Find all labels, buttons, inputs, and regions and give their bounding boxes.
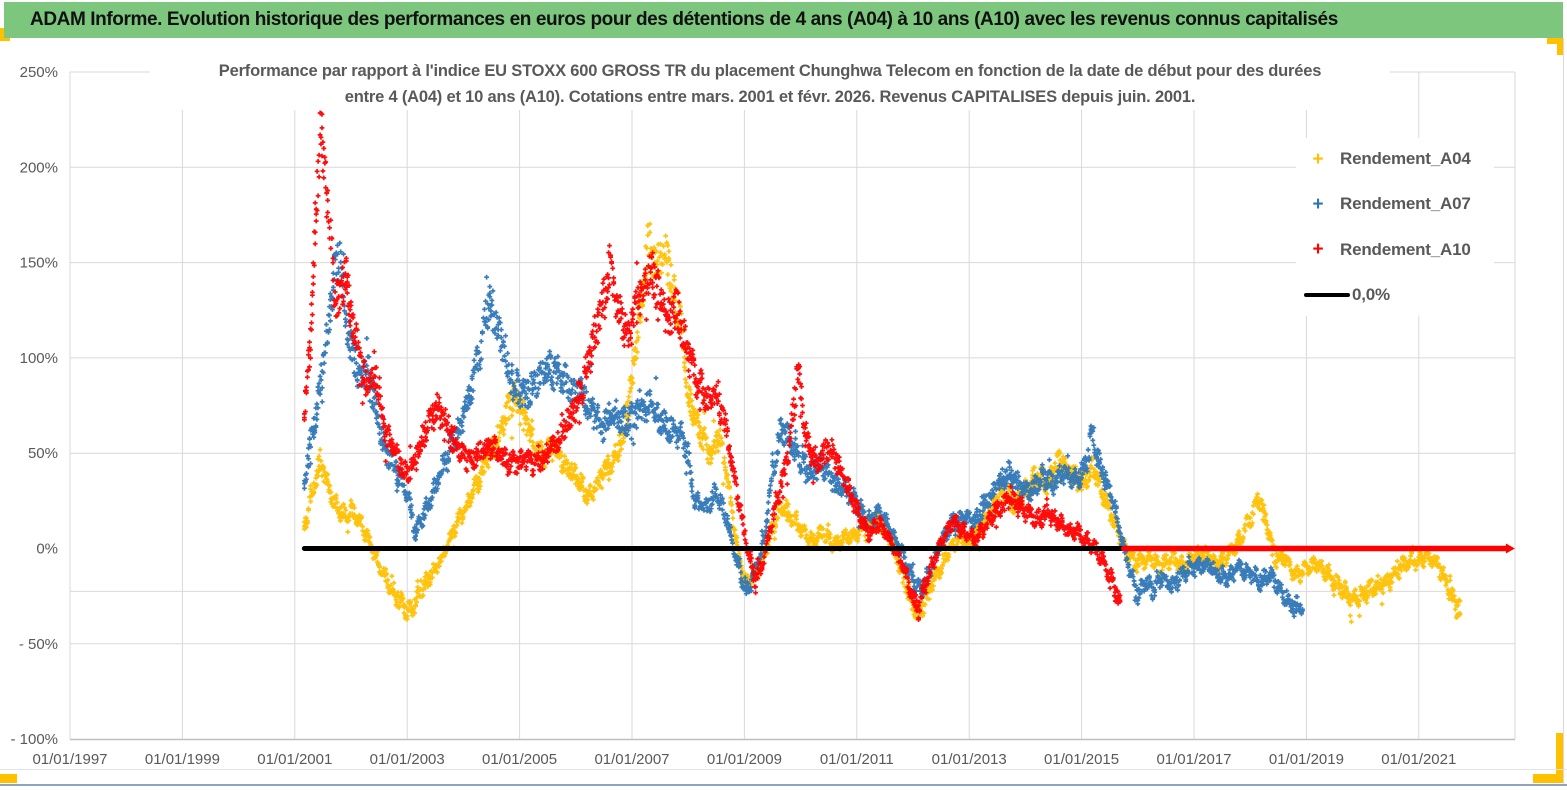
- y-tick-label: - 50%: [19, 636, 58, 653]
- series-rendement_a04[interactable]: [302, 221, 1463, 625]
- legend: + Rendement_A04 + Rendement_A07 + Rendem…: [1296, 138, 1494, 316]
- corner-accent-bottom-right-v: [1556, 733, 1564, 783]
- x-axis-labels: 01/01/1997 01/01/1999 01/01/2001 01/01/2003…: [32, 751, 1456, 768]
- plus-marker-icon: +: [1312, 193, 1324, 215]
- x-tick-label: 01/01/2005: [482, 751, 557, 768]
- line-marker-icon: [1304, 292, 1350, 297]
- legend-label: Rendement_A07: [1340, 194, 1471, 214]
- x-tick-label: 01/01/2019: [1269, 751, 1344, 768]
- series-rendement_a07[interactable]: [302, 240, 1305, 619]
- chart-title-line1: Performance par rapport à l'indice EU ST…: [218, 62, 1322, 80]
- x-tick-label: 01/01/1999: [145, 751, 220, 768]
- y-tick-label: 100%: [20, 350, 58, 367]
- bottom-separator-line: [0, 769, 1567, 770]
- y-tick-label: 50%: [28, 445, 58, 462]
- corner-accent-bottom-left: [0, 774, 17, 783]
- corner-accent-top-right: [1547, 38, 1564, 44]
- x-tick-label: 01/01/2003: [370, 751, 445, 768]
- x-tick-label: 01/01/2009: [707, 751, 782, 768]
- plus-marker-icon: +: [1312, 148, 1324, 170]
- y-tick-label: - 100%: [10, 731, 58, 748]
- series-rendement_a10[interactable]: [302, 99, 1123, 622]
- zero-line-red-extension: [1121, 543, 1515, 554]
- legend-item-rendement-a07[interactable]: + Rendement_A07: [1296, 187, 1494, 221]
- x-tick-label: 01/01/2015: [1044, 751, 1119, 768]
- x-tick-label: 01/01/2011: [820, 751, 894, 768]
- y-axis-labels: 250% 200% 150% 100% 50% 0% - 50% - 100%: [10, 64, 58, 748]
- x-tick-label: 01/01/2013: [932, 751, 1007, 768]
- legend-label: 0,0%: [1352, 284, 1390, 304]
- y-tick-label: 150%: [20, 255, 58, 272]
- legend-item-rendement-a04[interactable]: + Rendement_A04: [1296, 142, 1494, 176]
- header-banner: ADAM Informe. Evolution historique des p…: [4, 2, 1563, 38]
- y-tick-label: 200%: [20, 159, 58, 176]
- x-tick-label: 01/01/2007: [594, 751, 669, 768]
- legend-label: Rendement_A04: [1340, 149, 1471, 168]
- page-title: ADAM Informe. Evolution historique des p…: [30, 9, 1338, 30]
- legend-item-zero-line[interactable]: 0,0%: [1296, 278, 1494, 312]
- legend-item-rendement-a10[interactable]: + Rendement_A10: [1296, 233, 1494, 267]
- right-border-line: [1563, 38, 1564, 784]
- chart-title-line2: entre 4 (A04) et 10 ans (A10). Cotations…: [344, 88, 1196, 106]
- plus-marker-icon: +: [1312, 239, 1324, 261]
- y-tick-label: 250%: [20, 64, 58, 81]
- x-tick-label: 01/01/2017: [1156, 751, 1231, 768]
- x-tick-label: 01/01/2021: [1381, 751, 1456, 768]
- x-tick-label: 01/01/2001: [257, 751, 332, 768]
- bottom-border-line: [0, 784, 1567, 786]
- corner-accent-bottom-right: [1533, 774, 1564, 783]
- x-tick-label: 01/01/1997: [32, 751, 107, 768]
- corner-accent-top-right-v: [1557, 38, 1564, 55]
- y-tick-label: 0%: [36, 541, 58, 558]
- legend-label: Rendement_A10: [1340, 239, 1471, 259]
- chart-title: Performance par rapport à l'indice EU ST…: [150, 58, 1390, 110]
